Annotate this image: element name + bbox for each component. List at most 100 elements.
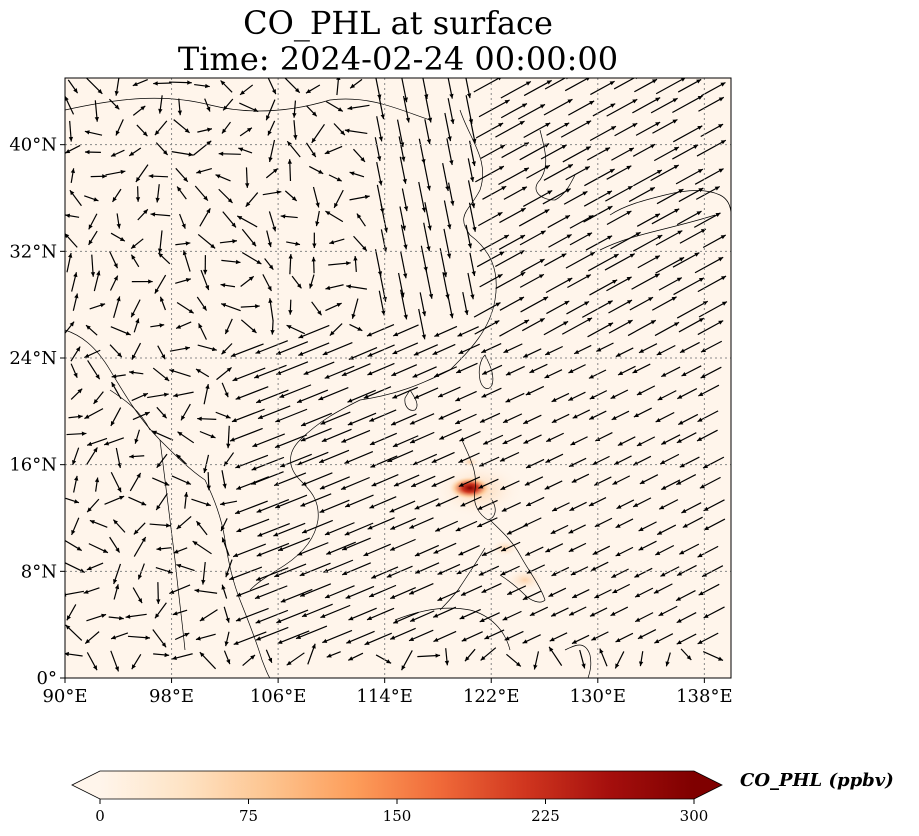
lat-tick-label: 16°N bbox=[9, 455, 57, 476]
wind-arrow bbox=[154, 274, 167, 294]
wind-arrow bbox=[86, 447, 98, 466]
wind-arrow bbox=[309, 274, 315, 289]
wind-arrow bbox=[678, 317, 705, 333]
wind-arrow bbox=[569, 232, 593, 246]
wind-arrow bbox=[545, 453, 564, 464]
wind-arrow bbox=[475, 165, 505, 183]
wind-arrow bbox=[675, 590, 696, 602]
wind-arrow bbox=[435, 495, 459, 507]
wind-arrow bbox=[506, 585, 527, 596]
wind-arrow bbox=[171, 475, 192, 485]
wind-arrow bbox=[298, 324, 330, 339]
wind-arrow bbox=[68, 120, 74, 142]
wind-arrow bbox=[423, 160, 431, 191]
wind-arrow bbox=[347, 104, 370, 111]
wind-arrow bbox=[241, 251, 262, 265]
wind-arrow bbox=[500, 80, 532, 99]
wind-arrow bbox=[70, 363, 78, 379]
wind-arrow bbox=[199, 207, 211, 227]
wind-arrow bbox=[348, 607, 377, 621]
wind-arrow bbox=[132, 411, 150, 421]
wind-arrow bbox=[276, 361, 309, 376]
wind-arrow bbox=[265, 99, 276, 121]
wind-arrow bbox=[409, 610, 435, 622]
wind-arrow bbox=[529, 363, 548, 374]
wind-arrow bbox=[697, 275, 727, 293]
wind-arrow bbox=[312, 186, 320, 208]
wind-arrow bbox=[157, 230, 163, 254]
wind-arrow bbox=[329, 323, 343, 336]
wind-arrow bbox=[268, 211, 277, 232]
wind-arrow bbox=[434, 520, 459, 532]
wind-arrow bbox=[414, 498, 439, 510]
wind-arrow bbox=[323, 559, 354, 573]
wind-arrow bbox=[475, 122, 504, 139]
wind-arrow bbox=[220, 303, 241, 312]
wind-arrow bbox=[132, 587, 143, 604]
wind-arrow bbox=[389, 627, 416, 640]
wind-arrow bbox=[134, 429, 141, 444]
wind-arrow bbox=[112, 519, 126, 533]
wind-arrow bbox=[222, 211, 237, 228]
wind-arrow bbox=[322, 341, 353, 356]
wind-arrow bbox=[529, 606, 549, 617]
wind-arrow bbox=[628, 186, 656, 203]
wind-arrow bbox=[636, 436, 656, 447]
wind-arrow bbox=[154, 602, 167, 619]
wind-arrow bbox=[131, 342, 142, 360]
wind-arrow bbox=[502, 610, 522, 621]
colorbar-label: CO_PHL (ppbv) bbox=[740, 770, 894, 791]
wind-arrow bbox=[697, 545, 719, 558]
wind-arrow bbox=[198, 323, 207, 340]
wind-arrow bbox=[378, 95, 385, 120]
wind-arrow bbox=[71, 517, 80, 536]
wind-arrow bbox=[522, 634, 541, 644]
wind-arrow bbox=[544, 369, 563, 379]
wind-arrow bbox=[676, 612, 697, 624]
wind-arrow bbox=[651, 296, 677, 311]
wind-arrow bbox=[543, 98, 573, 116]
wind-arrow bbox=[519, 230, 546, 246]
wind-arrow bbox=[544, 345, 563, 356]
wind-arrow bbox=[611, 568, 629, 579]
wind-arrow bbox=[693, 212, 721, 228]
wind-arrow bbox=[175, 167, 189, 183]
wind-arrow bbox=[551, 502, 570, 512]
wind-arrow bbox=[401, 650, 413, 671]
wind-arrow bbox=[460, 496, 482, 507]
wind-arrow bbox=[109, 275, 119, 291]
wind-arrow bbox=[176, 302, 195, 314]
wind-arrow bbox=[270, 320, 275, 335]
wind-arrow bbox=[197, 344, 217, 352]
wind-arrow bbox=[611, 147, 635, 161]
wind-arrow bbox=[672, 125, 703, 143]
wind-arrow bbox=[697, 410, 719, 423]
wind-arrow bbox=[632, 497, 652, 508]
wind-arrow bbox=[612, 475, 631, 486]
wind-arrow bbox=[546, 300, 570, 315]
wind-arrow bbox=[239, 102, 259, 113]
wind-arrow bbox=[389, 500, 416, 513]
wind-arrow bbox=[90, 174, 107, 179]
wind-arrow bbox=[155, 493, 168, 511]
wind-arrow bbox=[375, 654, 392, 664]
wind-arrow bbox=[694, 168, 724, 185]
wind-arrow bbox=[309, 165, 324, 175]
wind-arrow bbox=[65, 321, 75, 335]
wind-arrow bbox=[115, 119, 124, 136]
wind-arrow bbox=[256, 499, 290, 513]
wind-arrow bbox=[446, 138, 454, 166]
wind-arrow bbox=[676, 210, 702, 226]
wind-arrow bbox=[478, 99, 510, 118]
colorbar-gradient bbox=[100, 771, 694, 799]
wind-arrow bbox=[305, 84, 321, 94]
colorbar-tick-label: 0 bbox=[95, 807, 105, 825]
wind-arrow bbox=[606, 165, 632, 180]
lat-tick-label: 8°N bbox=[21, 561, 57, 582]
wind-arrow bbox=[89, 519, 108, 528]
wind-arrow bbox=[171, 653, 193, 661]
wind-arrow bbox=[393, 474, 420, 487]
wind-arrow bbox=[86, 562, 104, 571]
wind-arrow bbox=[682, 516, 703, 529]
map-gridlines bbox=[65, 78, 731, 678]
